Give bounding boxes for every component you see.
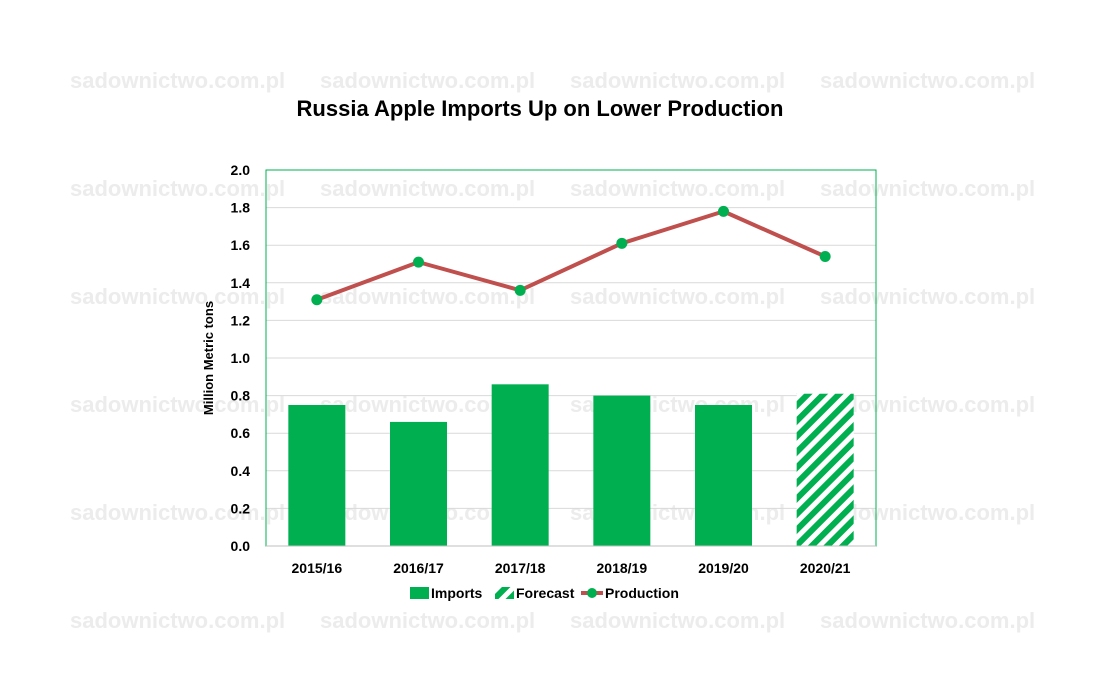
watermark-text: sadownictwo.com.pl <box>570 608 785 633</box>
x-tick-label: 2020/21 <box>800 560 851 576</box>
y-tick-label: 1.2 <box>231 312 251 328</box>
bar-imports <box>695 405 752 546</box>
y-tick-label: 2.0 <box>231 162 251 178</box>
watermark-text: sadownictwo.com.pl <box>70 68 285 93</box>
watermark-text: sadownictwo.com.pl <box>70 284 285 309</box>
legend-label-imports: Imports <box>431 585 483 601</box>
x-tick-label: 2016/17 <box>393 560 444 576</box>
y-tick-label: 0.6 <box>231 425 251 441</box>
bar-imports <box>593 395 651 546</box>
watermark-text: sadownictwo.com.pl <box>70 608 285 633</box>
production-point <box>413 256 424 268</box>
legend-swatch-imports <box>410 587 429 599</box>
watermark-text: sadownictwo.com.pl <box>820 500 1035 525</box>
watermark-text: sadownictwo.com.pl <box>320 68 535 93</box>
watermark-text: sadownictwo.com.pl <box>320 608 535 633</box>
production-point <box>819 250 831 262</box>
production-point <box>311 294 323 306</box>
y-tick-label: 1.4 <box>231 275 251 291</box>
bar-forecast <box>796 393 854 546</box>
y-tick-label: 0.2 <box>231 500 251 516</box>
watermark-text: sadownictwo.com.pl <box>320 176 535 201</box>
x-tick-label: 2015/16 <box>292 560 343 576</box>
production-point <box>718 205 729 217</box>
y-tick-label: 1.6 <box>231 237 251 253</box>
y-tick-label: 0.8 <box>231 388 251 404</box>
x-tick-label: 2019/20 <box>698 560 749 576</box>
production-point <box>514 284 526 296</box>
watermark-text: sadownictwo.com.pl <box>70 392 285 417</box>
legend-swatch-forecast <box>495 587 514 599</box>
chart-title: Russia Apple Imports Up on Lower Product… <box>296 96 784 121</box>
watermark-text: sadownictwo.com.pl <box>70 500 285 525</box>
x-tick-label: 2018/19 <box>597 560 648 576</box>
y-tick-label: 1.8 <box>231 200 251 216</box>
y-tick-label: 0.0 <box>231 538 251 554</box>
x-tick-label: 2017/18 <box>495 560 546 576</box>
bar-imports <box>390 421 447 546</box>
legend-label-forecast: Forecast <box>516 585 575 601</box>
watermark-text: sadownictwo.com.pl <box>820 176 1035 201</box>
watermark-text: sadownictwo.com.pl <box>320 284 535 309</box>
production-point <box>616 237 628 249</box>
y-tick-label: 1.0 <box>231 350 251 366</box>
bar-imports <box>288 405 346 546</box>
watermark-text: sadownictwo.com.pl <box>570 284 785 309</box>
watermark-text: sadownictwo.com.pl <box>820 68 1035 93</box>
watermark-text: sadownictwo.com.pl <box>570 68 785 93</box>
watermark-text: sadownictwo.com.pl <box>70 176 285 201</box>
legend-swatch-production-marker <box>587 588 597 598</box>
watermark-text: sadownictwo.com.pl <box>570 176 785 201</box>
y-axis-title: Million Metric tons <box>201 301 216 415</box>
production-line <box>316 209 826 302</box>
y-tick-label: 0.4 <box>231 463 251 479</box>
bar-imports <box>491 384 549 546</box>
watermark-text: sadownictwo.com.pl <box>820 392 1035 417</box>
watermark-text: sadownictwo.com.pl <box>820 608 1035 633</box>
legend-label-production: Production <box>605 585 679 601</box>
watermark-text: sadownictwo.com.pl <box>820 284 1035 309</box>
